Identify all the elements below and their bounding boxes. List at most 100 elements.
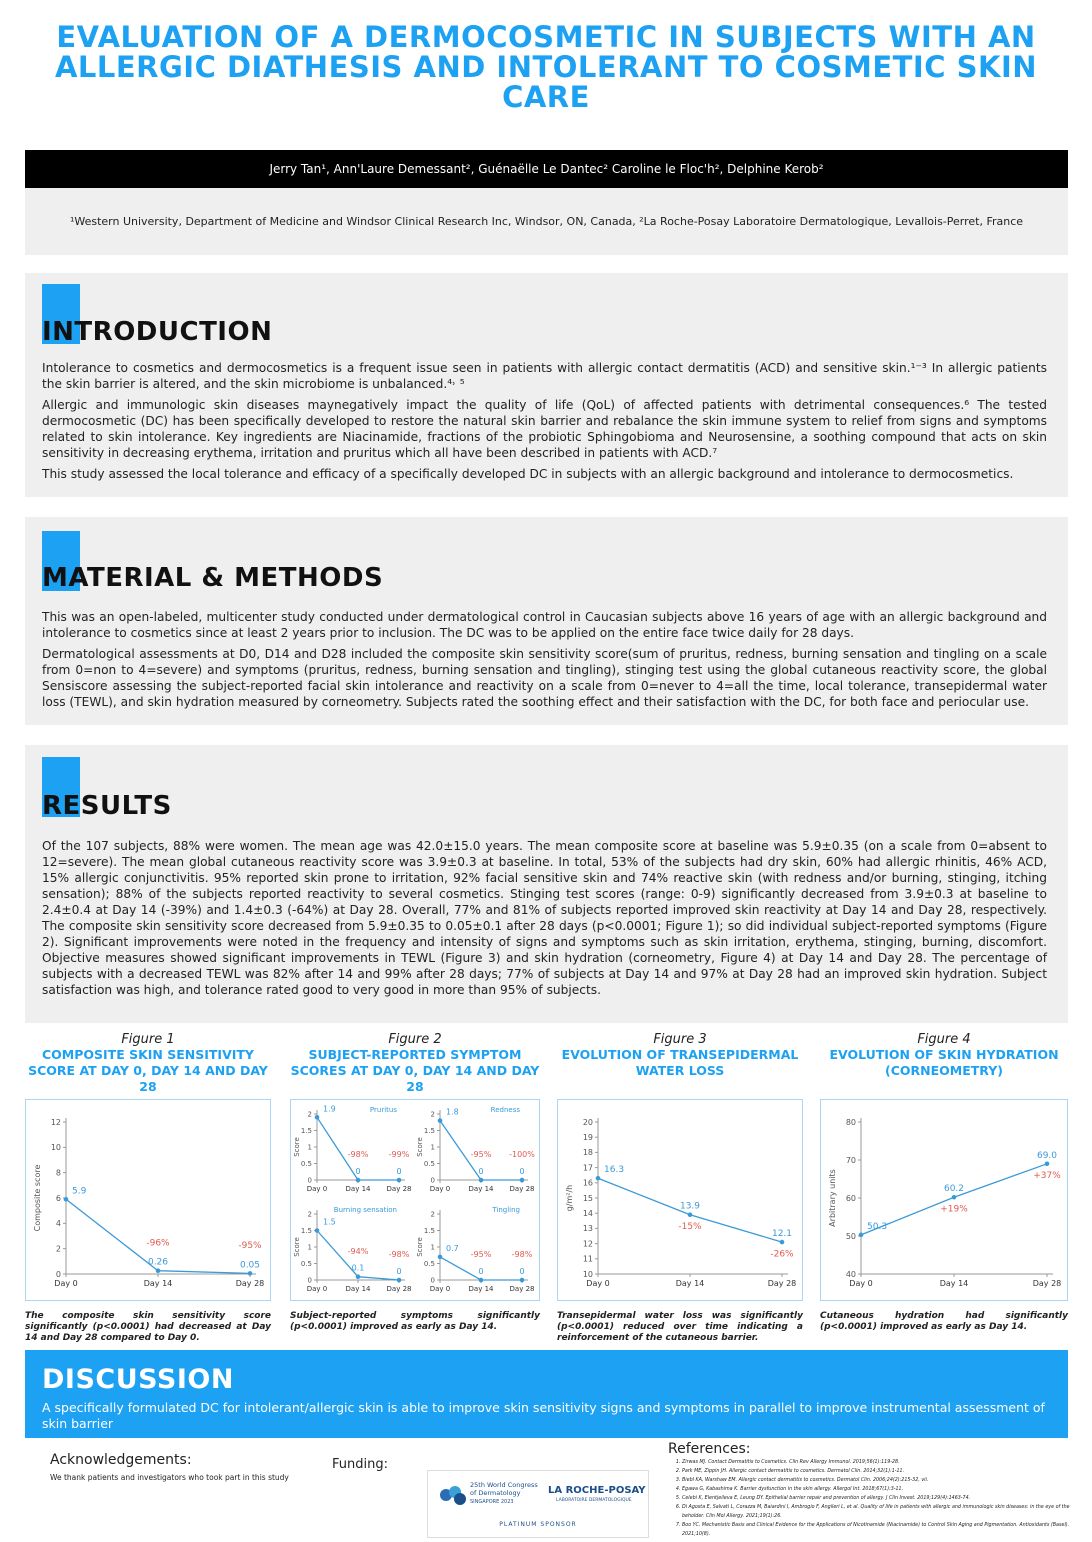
x-tick-label: Day 14: [940, 1279, 969, 1288]
chart: 10 11 12 13 14 15 16 17 18 19 20 Day 0 Day 14 Day 28 g…: [565, 1118, 796, 1288]
y-tick-label: 0: [308, 1276, 312, 1284]
x-tick-label: Day 14: [676, 1279, 705, 1288]
references-list: Zirwas MJ. Contact Dermatitis to Cosmeti…: [668, 1458, 1082, 1539]
figure-box: 0 0.5 1 1.5 2 Day 0 Day 14 Day 28 Score Pruritus 1…: [290, 1099, 540, 1301]
y-axis-label: Score: [293, 1137, 301, 1157]
x-tick-label: Day 0: [430, 1185, 451, 1193]
reference: Di Agosta E, Salvati L, Corazza M, Baiar…: [682, 1503, 1082, 1521]
y-tick-label: 1: [431, 1243, 435, 1251]
y-tick-label: 15: [583, 1194, 593, 1203]
data-label: 0: [396, 1167, 401, 1176]
y-tick-label: 1: [308, 1243, 312, 1251]
affiliations: ¹Western University, Department of Medic…: [25, 188, 1068, 255]
chart-title: Redness: [491, 1106, 521, 1114]
x-tick-label: Day 28: [387, 1185, 412, 1193]
change-label: -98%: [389, 1250, 410, 1259]
x-tick-label: Day 0: [54, 1279, 77, 1288]
figure-title: COMPOSITE SKIN SENSITIVITY SCORE AT DAY …: [28, 1047, 268, 1094]
section-text: Of the 107 subjects, 88% were women. The…: [42, 838, 1047, 1003]
figure-caption: Transepidermal water loss was significan…: [557, 1311, 803, 1343]
reference: Egawa G, Kabashima K. Barrier dysfunctio…: [682, 1485, 1082, 1494]
reference: Boo YC. Mechanistic Basis and Clinical E…: [682, 1521, 1082, 1539]
chart: 0 0.5 1 1.5 2 Day 0 Day 14 Day 28 Score Burning s…: [293, 1206, 412, 1293]
congress-icon: [440, 1486, 466, 1505]
point: [396, 1277, 402, 1283]
y-tick-label: 4: [56, 1219, 61, 1228]
y-tick-label: 1: [431, 1143, 435, 1151]
data-label: 0.7: [446, 1244, 459, 1253]
y-tick-label: 1: [308, 1143, 312, 1151]
change-label: -100%: [509, 1150, 535, 1159]
reference: Celebi K, Elentjeileva E, Leung DY. Epit…: [682, 1494, 1082, 1503]
data-label: 1.9: [323, 1104, 336, 1113]
y-tick-label: 50: [846, 1232, 856, 1241]
acknowledgements-heading: Acknowledgements:: [50, 1452, 192, 1468]
data-label: 0: [478, 1167, 483, 1176]
figure: Figure 3 EVOLUTION OF TRANSEPIDERMAL WATE…: [557, 1032, 803, 1344]
references-heading: References:: [668, 1441, 751, 1457]
y-tick-label: 19: [583, 1133, 593, 1142]
point: [355, 1274, 361, 1279]
paragraph: This was an open-labeled, multicenter st…: [42, 610, 1047, 640]
results-section: RESULTS Of the 107 subjects, 88% were wo…: [25, 745, 1068, 1023]
y-tick-label: 11: [583, 1255, 593, 1264]
y-tick-label: 0: [431, 1176, 435, 1184]
point: [687, 1212, 693, 1218]
point: [858, 1232, 864, 1238]
change-label: -99%: [389, 1150, 410, 1159]
chart: 0 2 4 6 8 10 12 Day 0 Day 14 Day 28 Composite scor…: [33, 1118, 264, 1288]
y-tick-label: 80: [846, 1118, 856, 1127]
x-tick-label: Day 14: [469, 1285, 495, 1293]
discussion-section: DISCUSSION A specifically formulated DC …: [25, 1350, 1068, 1438]
y-axis-label: Score: [416, 1137, 424, 1157]
change-label: -98%: [512, 1250, 533, 1259]
paragraph: Allergic and immunologic skin diseases m…: [42, 398, 1047, 460]
paragraph: Dermatological assessments at D0, D14 an…: [42, 647, 1047, 709]
reference: Zirwas MJ. Contact Dermatitis to Cosmeti…: [682, 1458, 1082, 1467]
figure-box: 40 50 60 70 80 Day 0 Day 14 Day 28 Arbitrary uni…: [820, 1099, 1068, 1301]
y-tick-label: 0.5: [301, 1260, 312, 1268]
x-tick-label: Day 28: [387, 1285, 412, 1293]
acknowledgements-text: We thank patients and investigators who …: [50, 1473, 289, 1482]
figure-label: Figure 3: [653, 1032, 707, 1047]
data-label: 69.0: [1037, 1151, 1057, 1161]
y-tick-label: 2: [308, 1110, 312, 1118]
y-axis-label: Composite score: [33, 1165, 42, 1232]
y-tick-label: 0: [308, 1176, 312, 1184]
data-label: 60.2: [944, 1184, 964, 1194]
y-tick-label: 12: [583, 1239, 593, 1248]
chart: 0 0.5 1 1.5 2 Day 0 Day 14 Day 28 Score Pruritus 1…: [293, 1104, 412, 1193]
y-tick-label: 13: [583, 1224, 593, 1233]
change-label: -15%: [678, 1222, 702, 1232]
point: [155, 1268, 161, 1274]
figure-label: Figure 2: [388, 1032, 442, 1047]
x-tick-label: Day 0: [586, 1279, 609, 1288]
point: [63, 1196, 69, 1202]
x-tick-label: Day 14: [346, 1285, 372, 1293]
congress-location: SINGAPORE 2023: [470, 1499, 514, 1505]
data-label: 16.3: [604, 1165, 624, 1175]
figure-caption: Cutaneous hydration had significantly (p…: [820, 1311, 1068, 1332]
reference: Biebl KA, Warshaw EM. Allergic contact d…: [682, 1476, 1082, 1485]
y-tick-label: 1.5: [424, 1227, 435, 1235]
change-label: -94%: [348, 1247, 369, 1256]
y-tick-label: 60: [846, 1194, 856, 1203]
chart: 40 50 60 70 80 Day 0 Day 14 Day 28 Arbitrary uni…: [828, 1118, 1062, 1288]
figure-box: 0 2 4 6 8 10 12 Day 0 Day 14 Day 28 Composite scor…: [25, 1099, 271, 1301]
y-axis-label: Score: [416, 1237, 424, 1257]
y-tick-label: 40: [846, 1270, 856, 1279]
x-tick-label: Day 28: [1033, 1279, 1062, 1288]
data-label: 0.1: [352, 1264, 365, 1273]
y-tick-label: 0: [56, 1270, 61, 1279]
data-label: 0: [355, 1167, 360, 1176]
data-label: 0: [519, 1267, 524, 1276]
figure-caption: The composite skin sensitivity score sig…: [25, 1311, 271, 1343]
paragraph: This study assessed the local tolerance …: [42, 467, 1014, 481]
point: [314, 1115, 320, 1120]
y-tick-label: 1.5: [301, 1227, 312, 1235]
brand-sub: LABORATOIRE DERMATOLOGIQUE: [556, 1498, 632, 1503]
x-tick-label: Day 0: [430, 1285, 451, 1293]
point: [396, 1177, 402, 1183]
point: [779, 1239, 785, 1245]
y-tick-label: 14: [583, 1209, 593, 1218]
